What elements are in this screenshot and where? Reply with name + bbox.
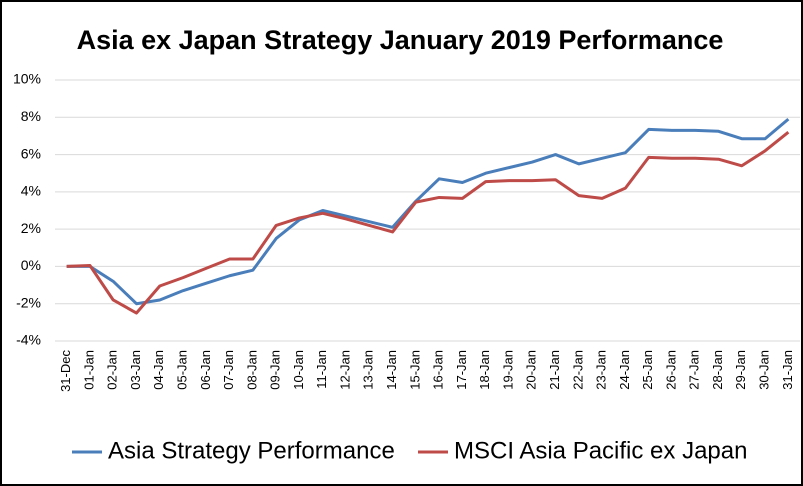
x-tick-label: 21-Jan xyxy=(547,350,562,390)
x-tick-label: 06-Jan xyxy=(198,350,213,390)
x-tick-label: 29-Jan xyxy=(733,350,748,390)
x-tick-label: 27-Jan xyxy=(687,350,702,390)
y-tick-label: -2% xyxy=(16,294,41,310)
x-tick-label: 16-Jan xyxy=(431,350,446,390)
legend-label: MSCI Asia Pacific ex Japan xyxy=(454,437,747,464)
x-tick-label: 17-Jan xyxy=(454,350,469,390)
x-tick-label: 11-Jan xyxy=(314,350,329,389)
x-tick-label: 13-Jan xyxy=(361,350,376,390)
x-tick-label: 12-Jan xyxy=(337,350,352,390)
chart-title: Asia ex Japan Strategy January 2019 Perf… xyxy=(77,25,724,55)
y-tick-label: 10% xyxy=(13,71,41,87)
x-tick-label: 04-Jan xyxy=(151,350,166,390)
series-line xyxy=(66,131,790,315)
x-tick-label: 09-Jan xyxy=(268,350,283,390)
x-tick-label: 01-Jan xyxy=(81,350,96,390)
x-tick-label: 15-Jan xyxy=(407,350,422,390)
x-tick-label: 23-Jan xyxy=(594,350,609,390)
x-tick-label: 18-Jan xyxy=(477,350,492,390)
x-tick-label: 08-Jan xyxy=(244,350,259,390)
series-line xyxy=(66,118,790,306)
x-tick-label: 26-Jan xyxy=(663,350,678,390)
x-tick-label: 31-Dec xyxy=(58,350,73,392)
x-tick-label: 14-Jan xyxy=(384,350,399,390)
x-tick-label: 02-Jan xyxy=(105,350,120,390)
legend-label: Asia Strategy Performance xyxy=(108,437,395,464)
x-tick-label: 30-Jan xyxy=(757,350,772,390)
y-tick-label: 2% xyxy=(21,220,41,236)
x-tick-label: 28-Jan xyxy=(710,350,725,390)
x-tick-label: 07-Jan xyxy=(221,350,236,390)
x-tick-label: 10-Jan xyxy=(291,350,306,390)
x-tick-label: 24-Jan xyxy=(617,350,632,390)
y-tick-label: 6% xyxy=(21,145,41,161)
x-tick-label: 05-Jan xyxy=(174,350,189,390)
y-tick-label: -4% xyxy=(16,332,41,348)
x-tick-label: 31-Jan xyxy=(780,350,795,390)
x-tick-label: 22-Jan xyxy=(570,350,585,390)
x-tick-label: 20-Jan xyxy=(524,350,539,390)
y-tick-label: 0% xyxy=(21,257,41,273)
x-tick-label: 25-Jan xyxy=(640,350,655,390)
y-tick-label: 8% xyxy=(21,108,41,124)
x-tick-label: 03-Jan xyxy=(128,350,143,390)
y-tick-label: 4% xyxy=(21,183,41,199)
x-tick-label: 19-Jan xyxy=(500,350,515,390)
